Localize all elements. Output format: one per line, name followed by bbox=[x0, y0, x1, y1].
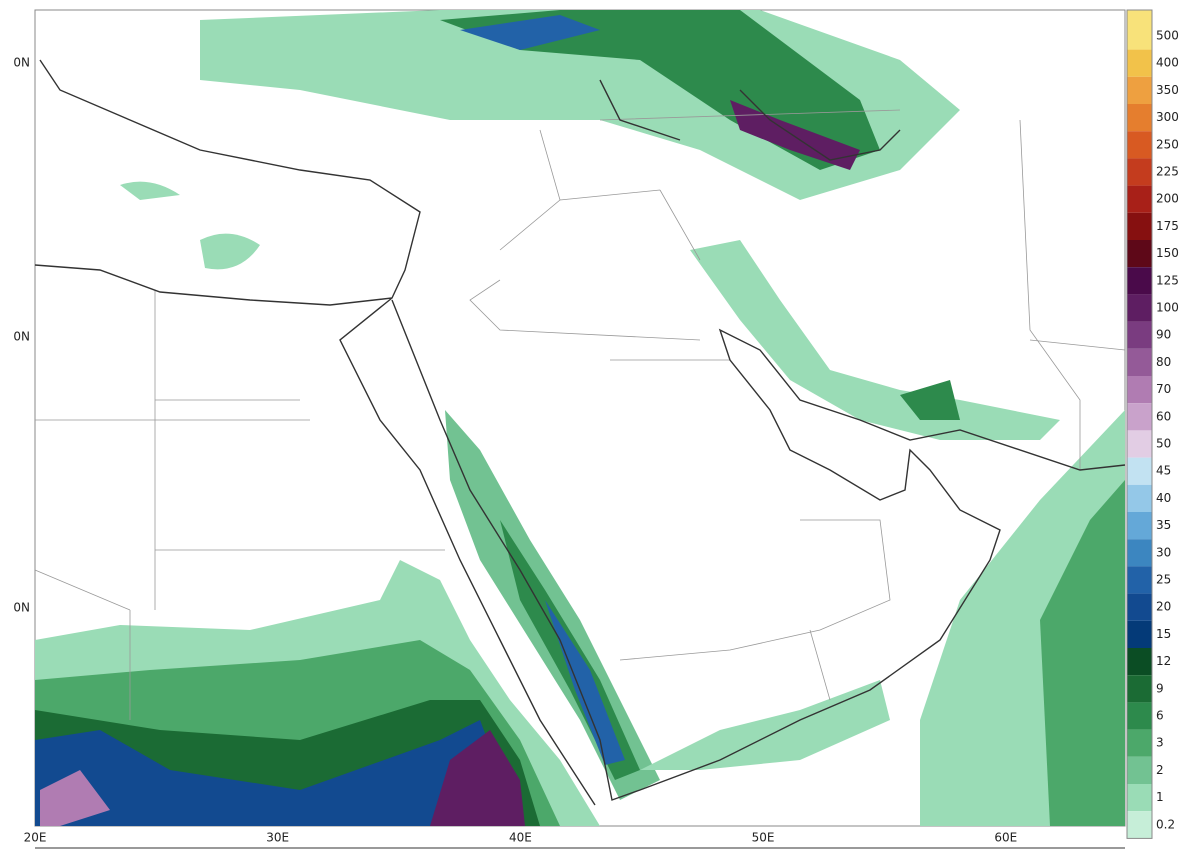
colorbar-label: 3 bbox=[1156, 736, 1164, 750]
colorbar-label: 30 bbox=[1156, 545, 1171, 559]
country-border bbox=[34, 109, 1126, 720]
colorbar-label: 350 bbox=[1156, 83, 1179, 97]
colorbar-swatch bbox=[1127, 539, 1152, 567]
coastline bbox=[34, 59, 1126, 806]
colorbar-label: 400 bbox=[1156, 56, 1179, 70]
colorbar-swatch bbox=[1127, 784, 1152, 812]
precip-area bbox=[200, 233, 260, 270]
borders bbox=[34, 59, 1126, 806]
colorbar-swatch bbox=[1127, 484, 1152, 512]
colorbar-label: 60 bbox=[1156, 409, 1171, 423]
colorbar-swatch bbox=[1127, 648, 1152, 676]
colorbar-swatch bbox=[1127, 321, 1152, 349]
precip-area bbox=[35, 720, 520, 826]
colorbar-swatch bbox=[1127, 104, 1152, 132]
precip-area bbox=[40, 770, 110, 826]
colorbar-swatch bbox=[1127, 348, 1152, 376]
colorbar-label: 1 bbox=[1156, 790, 1164, 804]
colorbar-label: 15 bbox=[1156, 627, 1171, 641]
colorbar-swatch bbox=[1127, 158, 1152, 186]
colorbar-label: 50 bbox=[1156, 437, 1171, 451]
colorbar-swatch bbox=[1127, 76, 1152, 104]
colorbar-swatch bbox=[1127, 702, 1152, 730]
colorbar-label: 100 bbox=[1156, 301, 1179, 315]
precipitation-fields bbox=[35, 10, 1125, 826]
colorbar-swatch bbox=[1127, 49, 1152, 77]
colorbar-swatch bbox=[1127, 294, 1152, 322]
colorbar-label: 6 bbox=[1156, 709, 1164, 723]
colorbar-swatch bbox=[1127, 457, 1152, 485]
precip-area bbox=[430, 730, 525, 826]
colorbar-label: 125 bbox=[1156, 273, 1179, 287]
colorbar-swatch bbox=[1127, 729, 1152, 757]
y-axis-label: 0N bbox=[13, 330, 30, 344]
colorbar-label: 70 bbox=[1156, 382, 1171, 396]
precip-area bbox=[460, 15, 600, 50]
x-axis-label: 50E bbox=[752, 831, 775, 845]
x-axis-label: 40E bbox=[509, 831, 532, 845]
precip-area bbox=[640, 680, 890, 770]
x-axis-label: 60E bbox=[994, 831, 1017, 845]
precip-area bbox=[900, 380, 960, 420]
y-axis-label: 0N bbox=[13, 56, 30, 70]
colorbar-swatch bbox=[1127, 512, 1152, 540]
colorbar-swatch bbox=[1127, 566, 1152, 594]
colorbar-label: 225 bbox=[1156, 165, 1179, 179]
colorbar-swatch bbox=[1127, 212, 1152, 240]
colorbar-label: 9 bbox=[1156, 681, 1164, 695]
colorbar-swatch bbox=[1127, 756, 1152, 784]
colorbar-label: 2 bbox=[1156, 763, 1164, 777]
colorbar-swatch bbox=[1127, 267, 1152, 295]
colorbar-label: 150 bbox=[1156, 246, 1179, 260]
precip-area bbox=[1040, 480, 1125, 826]
colorbar-label: 500 bbox=[1156, 29, 1179, 43]
colorbar-outline bbox=[1126, 9, 1153, 839]
colorbar-label: 35 bbox=[1156, 518, 1171, 532]
colorbar-label: 20 bbox=[1156, 600, 1171, 614]
colorbar-label: 250 bbox=[1156, 137, 1179, 151]
colorbar-label: 90 bbox=[1156, 328, 1171, 342]
colorbar-swatch bbox=[1127, 675, 1152, 703]
colorbar-swatch bbox=[1127, 620, 1152, 648]
colorbar-swatch bbox=[1127, 185, 1152, 213]
colorbar-label: 175 bbox=[1156, 219, 1179, 233]
colorbar-label: 12 bbox=[1156, 654, 1171, 668]
x-axis-label: 20E bbox=[24, 831, 47, 845]
axis-labels: 20E 30E 40E 50E 60E 0N 0N 0N bbox=[13, 56, 1017, 845]
colorbar-swatch bbox=[1127, 403, 1152, 431]
colorbar-swatch bbox=[1127, 376, 1152, 404]
colorbar-label: 200 bbox=[1156, 192, 1179, 206]
colorbar-swatch bbox=[1127, 10, 1152, 50]
colorbar-swatch bbox=[1127, 811, 1152, 839]
precip-area bbox=[690, 240, 1060, 440]
colorbar-label: 80 bbox=[1156, 355, 1171, 369]
precip-area bbox=[730, 100, 860, 170]
colorbar-label: 45 bbox=[1156, 464, 1171, 478]
x-axis-label: 30E bbox=[266, 831, 289, 845]
precip-area bbox=[545, 600, 625, 765]
colorbar-swatch bbox=[1127, 240, 1152, 268]
colorbar-label: 25 bbox=[1156, 573, 1171, 587]
colorbar-label: 40 bbox=[1156, 491, 1171, 505]
colorbar: 5004003503002502252001751501251009080706… bbox=[1126, 9, 1179, 839]
precip-area bbox=[120, 181, 180, 200]
colorbar-label: 0.2 bbox=[1156, 817, 1175, 831]
colorbar-swatch bbox=[1127, 593, 1152, 621]
colorbar-swatch bbox=[1127, 430, 1152, 458]
colorbar-label: 300 bbox=[1156, 110, 1179, 124]
colorbar-swatch bbox=[1127, 131, 1152, 159]
y-axis-label: 0N bbox=[13, 601, 30, 615]
